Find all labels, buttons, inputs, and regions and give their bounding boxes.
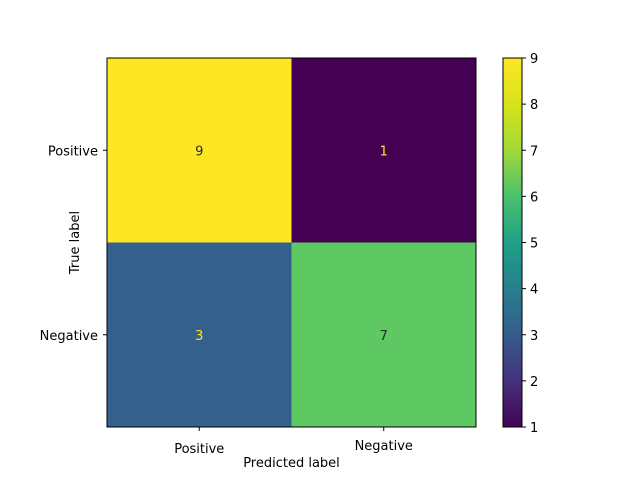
matrix-cell: [107, 242, 292, 427]
matrix-cell-value: 7: [380, 329, 388, 344]
matrix-cell-value: 9: [195, 144, 203, 159]
colorbar-tick-label: 4: [530, 283, 538, 298]
y-tick-label: Positive: [48, 144, 98, 159]
matrix-cell-labels: 9 1 3 7: [195, 144, 388, 344]
matrix-cell-value: 3: [195, 329, 203, 344]
colorbar-tick-label: 9: [530, 52, 538, 67]
colorbar-tick-label: 2: [530, 375, 538, 390]
colorbar: 1 2 3 4 5 6 7 8 9: [502, 52, 538, 436]
x-axis-label: Predicted label: [243, 456, 340, 471]
y-axis: Positive Negative: [40, 144, 107, 344]
colorbar-tick-label: 3: [530, 329, 538, 344]
y-tick-label: Negative: [40, 329, 98, 344]
x-tick-label: Positive: [174, 442, 224, 457]
x-tick-label: Negative: [355, 439, 413, 454]
x-axis: Positive Negative: [174, 427, 413, 457]
colorbar-tick-label: 7: [530, 144, 538, 159]
matrix-cell-value: 1: [380, 144, 388, 159]
matrix-cells: [107, 58, 476, 427]
colorbar-tick-label: 1: [530, 421, 538, 436]
y-axis-label: True label: [68, 211, 83, 275]
colorbar-tick-label: 8: [530, 98, 538, 113]
matrix-frame: [106, 57, 477, 428]
colorbar-gradient: [503, 58, 522, 427]
colorbar-tick-label: 5: [530, 237, 538, 252]
colorbar-tick-label: 6: [530, 190, 538, 205]
matrix-cell: [107, 58, 292, 243]
colorbar-ticks: 1 2 3 4 5 6 7 8 9: [522, 52, 538, 436]
matrix-cell: [291, 58, 476, 243]
matrix-cell: [291, 242, 476, 427]
